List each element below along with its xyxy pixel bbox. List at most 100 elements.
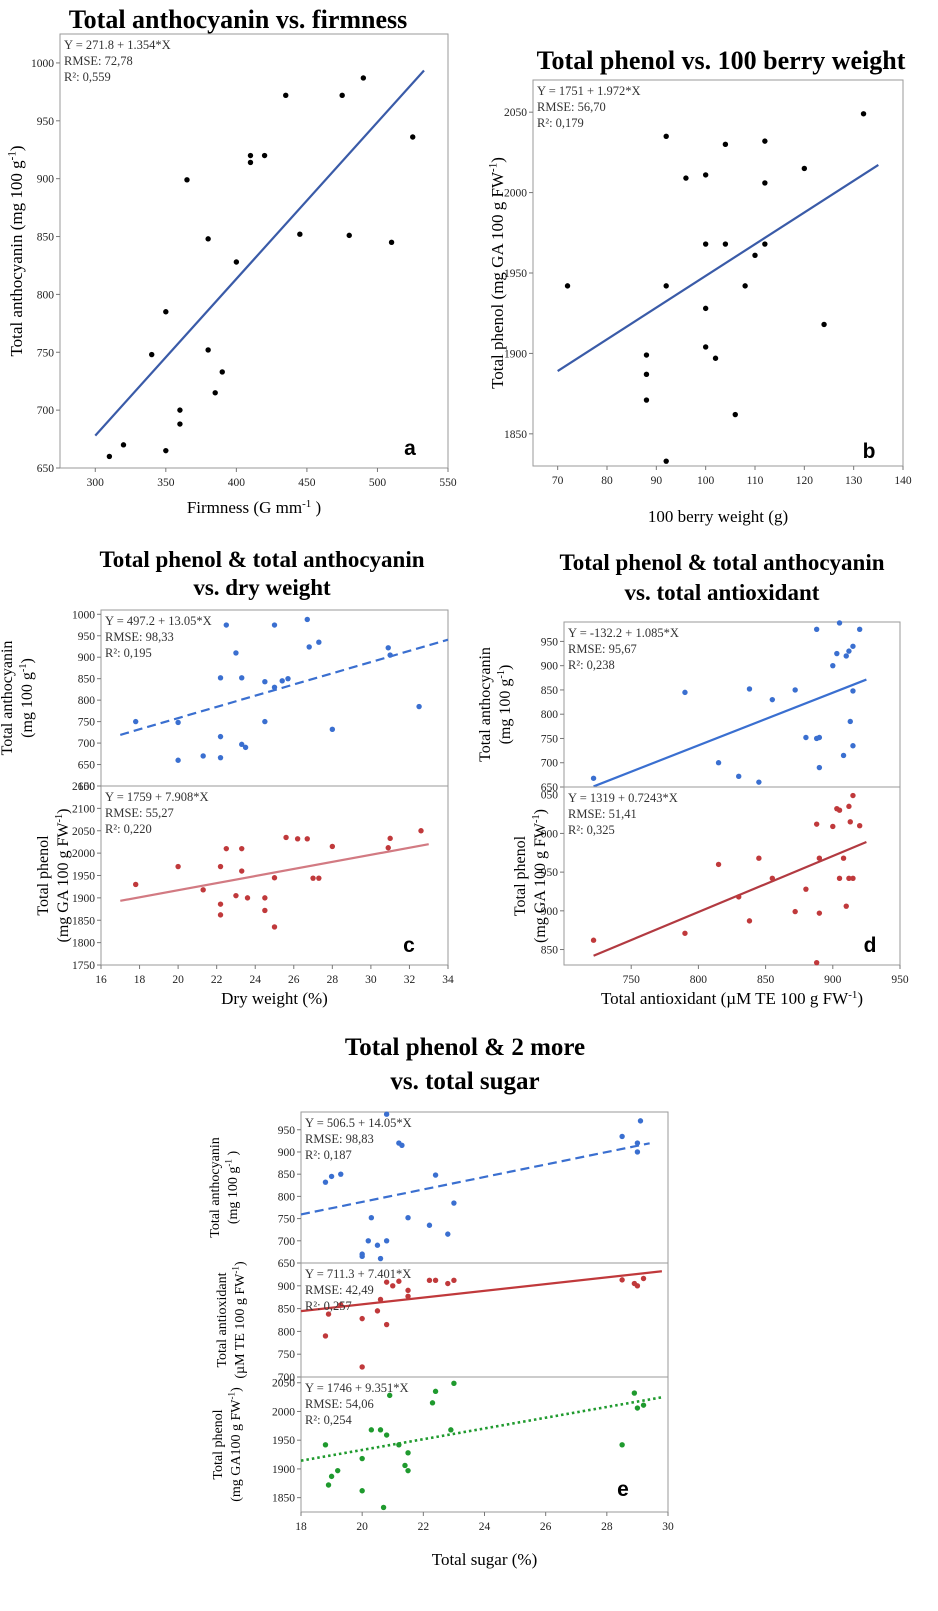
data-point [427,1278,432,1283]
data-point [664,283,669,288]
data-point [297,232,302,237]
y-axis-label-after: ) [488,157,507,163]
y-tick-label: 800 [78,695,96,707]
data-point [245,895,250,900]
y-axis-label-line2-after: ) [497,665,514,670]
y-axis-label-superscript: -1 [488,163,500,172]
data-point [756,779,761,784]
data-point [591,776,596,781]
y-tick-label: 1850 [72,915,95,927]
y-tick-label: 1800 [72,938,95,950]
y-tick-label: 700 [278,1236,296,1248]
y-axis-label-line2-main: (mg 100 g [497,679,514,745]
data-point [177,421,182,426]
y-axis-label-line2-main: (mg 100 g [19,672,36,738]
data-point [386,645,391,650]
data-point [632,1390,637,1395]
data-point [381,1505,386,1510]
regression-stat-3: R²: 0,220 [105,822,152,836]
y-tick-label: 1900 [72,893,95,905]
x-tick-label: 500 [369,477,387,489]
y-axis-label-main: Total anthocyanin (mg 100 g [7,160,26,357]
data-point [326,1482,331,1487]
y-axis-label-line2-superscript: -1 [231,1266,241,1274]
data-point [239,868,244,873]
data-point [390,1283,395,1288]
data-point [218,675,223,680]
y-tick-label: 750 [541,733,559,745]
data-point [850,793,855,798]
y-tick-label: 900 [78,652,96,664]
x-tick-label: 100 [697,475,715,487]
data-point [837,808,842,813]
data-point [133,719,138,724]
data-point [359,1488,364,1493]
data-point [817,735,822,740]
y-tick-label: 1750 [72,960,95,972]
data-point [175,720,180,725]
data-point [218,901,223,906]
data-point [635,1283,640,1288]
y-axis-label-line2-after: ) [226,1151,241,1160]
data-point [405,1450,410,1455]
x-axis-label: 100 berry weight (g) [648,507,788,526]
data-point [378,1427,383,1432]
data-point [283,93,288,98]
x-tick-label: 350 [157,477,175,489]
data-point [338,1171,343,1176]
panel-letter-a: a [404,437,416,460]
y-axis-label-line2-after: ) [55,809,72,814]
chart-panel-b: Total phenol vs. 100 berry weight1850190… [488,46,912,526]
subplot-d-2: 850 900 950 000 050 Y = 1319 + 0.7243*X RMSE: … [512,787,900,965]
data-point [262,153,267,158]
regression-stat-2: RMSE: 51,41 [568,807,637,821]
y-axis-label-line1: Total anthocyanin [208,1137,223,1238]
data-point [310,875,315,880]
y-tick-label: 750 [278,1214,296,1226]
data-point [723,142,728,147]
data-point [814,960,819,965]
data-point [416,704,421,709]
y-tick-label: 850 [541,945,559,957]
x-tick-label: 20 [356,1521,368,1533]
data-point [451,1278,456,1283]
y-axis-label-line2-after: ) [19,658,36,663]
y-axis-label-line2-superscript: -1 [496,670,507,679]
subplot-a-1: 650 700 750 800 850 900 950 1000 Y = 271.8 + 1.3… [7,34,448,475]
x-axis-label: Firmness (G mm-1 ) [187,498,321,517]
x-tick-label: 34 [442,974,454,986]
data-point [220,369,225,374]
x-axis-label-superscript: -1 [302,498,311,510]
x-axis-label: Dry weight (%) [221,989,328,1008]
x-tick-label: 300 [87,477,105,489]
y-axis-label: Total phenol (mg GA 100 g FW-1) [488,157,507,389]
y-tick-label: 850 [541,685,559,697]
data-point [644,352,649,357]
y-tick-label: 1000 [31,58,54,70]
y-axis-label-line2: (mg GA 100 g FW-1) [531,809,549,943]
y-tick-label: 1950 [504,268,527,280]
data-point [445,1281,450,1286]
data-point [846,648,851,653]
y-axis-label-line2-main: (mg GA 100 g FW [55,822,72,943]
data-point [762,241,767,246]
data-point [285,676,290,681]
y-tick-label: 900 [541,661,559,673]
data-point [330,727,335,732]
data-point [248,160,253,165]
x-tick-label: 22 [418,1521,430,1533]
x-tick-label: 18 [134,974,146,986]
y-axis-label-line2-main: (mg 100 g [226,1167,241,1225]
data-point [752,253,757,258]
data-point [239,846,244,851]
regression-stat-2: RMSE: 98,33 [105,630,174,644]
x-tick-label: 28 [327,974,339,986]
data-point [399,1143,404,1148]
regression-stat-1: Y = 1319 + 0.7243*X [568,791,678,805]
chart-panel-c: Total phenol & total anthocyanin vs. dry … [0,547,454,1008]
data-point [664,458,669,463]
data-point [641,1402,646,1407]
x-axis-label: Total sugar (%) [432,1550,538,1569]
x-tick-label: 450 [298,477,316,489]
y-tick-label: 2000 [504,188,527,200]
